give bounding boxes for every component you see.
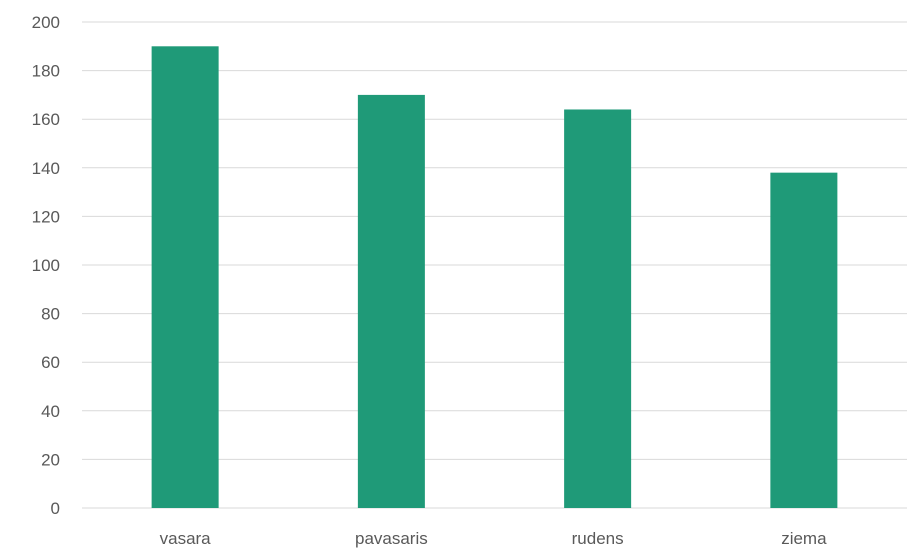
bar-rudens — [564, 109, 632, 508]
y-tick-label: 160 — [32, 110, 60, 129]
bar-vasara — [151, 46, 219, 509]
gridlines — [82, 21, 907, 509]
bar-ziema — [770, 172, 838, 508]
y-tick-label: 140 — [32, 159, 60, 178]
x-axis-ticks: vasara pavasaris rudens ziema — [160, 529, 827, 548]
x-tick-label: rudens — [572, 529, 624, 548]
x-tick-label: vasara — [160, 529, 212, 548]
y-tick-label: 200 — [32, 13, 60, 32]
y-tick-label: 40 — [41, 402, 60, 421]
y-tick-label: 0 — [51, 499, 60, 518]
y-axis-ticks: 0 20 40 60 80 100 120 140 160 180 200 — [32, 13, 60, 518]
bar-pavasaris — [357, 94, 425, 509]
x-tick-label: ziema — [781, 529, 827, 548]
y-tick-label: 20 — [41, 450, 60, 469]
y-tick-label: 60 — [41, 353, 60, 372]
y-tick-label: 100 — [32, 256, 60, 275]
y-tick-label: 180 — [32, 62, 60, 81]
y-tick-label: 120 — [32, 207, 60, 226]
y-tick-label: 80 — [41, 305, 60, 324]
bars — [151, 46, 838, 509]
x-tick-label: pavasaris — [355, 529, 428, 548]
